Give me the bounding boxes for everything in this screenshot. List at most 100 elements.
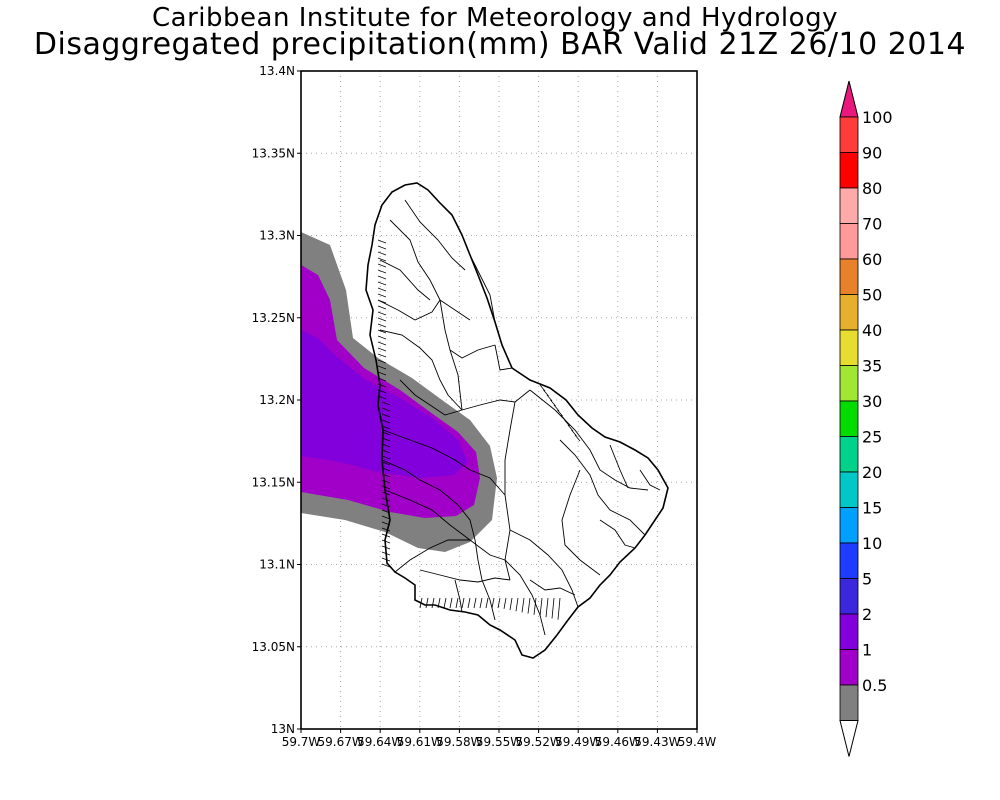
colorbar-label: 90 (862, 144, 882, 163)
colorbar-segment (839, 365, 859, 402)
coastal-stream (377, 251, 387, 256)
coastal-stream (557, 409, 563, 417)
coastal-stream (377, 353, 387, 358)
coastal-stream (539, 384, 546, 392)
coastal-stream (377, 329, 387, 334)
lon-tick-label: 59.4W (678, 735, 717, 749)
latitude-axis: 13.4N 13.35N 13.3N 13.25N 13.2N 13.15N 13.1N 13… (252, 64, 301, 736)
coastal-stream (381, 509, 391, 514)
colorbar-label: 10 (862, 534, 882, 553)
coastal-stream (381, 419, 391, 424)
colorbar-segment (839, 542, 859, 579)
colorbar-label: 2 (862, 605, 872, 624)
coastal-stream (551, 597, 555, 619)
island-coastal-streams (377, 239, 581, 620)
lon-tick-label: 59.49W (555, 735, 601, 749)
coastal-stream (381, 461, 391, 466)
coastal-stream (377, 395, 387, 400)
coastal-stream (485, 597, 489, 609)
coastal-stream (381, 473, 391, 478)
coastal-stream (377, 287, 387, 292)
lat-tick-label: 13.35N (252, 146, 295, 160)
coastal-stream (467, 597, 471, 609)
colorbar-label: 60 (862, 250, 882, 269)
colorbar-label: 1 (862, 641, 872, 660)
barbados-island (365, 182, 669, 659)
colorbar-label: 0.5 (862, 676, 887, 695)
colorbar-bottom-arrow (839, 720, 859, 757)
lon-tick-label: 59.61W (397, 735, 443, 749)
colorbar-segment (839, 187, 859, 224)
coastal-stream (545, 597, 549, 618)
coastal-stream (381, 437, 391, 442)
coastal-stream (381, 485, 391, 490)
coastal-stream (381, 407, 391, 412)
colorbar-label: 40 (862, 321, 882, 340)
lon-tick-label: 59.46W (595, 735, 641, 749)
lat-tick-label: 13.25N (252, 311, 295, 325)
coastal-stream (381, 533, 391, 538)
lat-tick-label: 13.05N (252, 640, 295, 654)
coastal-stream (381, 551, 391, 556)
coastal-stream (377, 335, 387, 340)
lon-tick-label: 59.64W (357, 735, 403, 749)
coastal-stream (377, 281, 387, 286)
coastal-stream (377, 305, 387, 310)
coastal-stream (443, 597, 447, 609)
colorbar-label: 25 (862, 428, 882, 447)
colorbar-segment (839, 613, 859, 650)
coastal-stream (509, 597, 513, 611)
colorbar-label: 70 (862, 215, 882, 234)
colorbar-segment (839, 436, 859, 473)
coastal-stream (381, 521, 391, 526)
product-title: Disaggregated precipitation(mm) BAR Vali… (33, 27, 967, 62)
island-watershed-boundaries (377, 199, 661, 636)
lat-tick-label: 13.3N (259, 229, 295, 243)
coastal-stream (539, 597, 543, 617)
coastal-stream (381, 515, 391, 520)
lon-tick-label: 59.55W (476, 735, 522, 749)
coastal-stream (381, 401, 391, 406)
colorbar-label: 15 (862, 499, 882, 518)
coastal-stream (381, 413, 391, 418)
colorbar-top-arrow (839, 80, 859, 118)
coastal-stream (571, 429, 577, 437)
colorbar-segment (839, 294, 859, 331)
coastal-stream (521, 597, 525, 613)
coastal-stream (377, 245, 387, 250)
lat-tick-label: 13N (271, 722, 295, 736)
colorbar-segment (839, 152, 859, 189)
coastal-stream (546, 394, 553, 402)
coastal-stream (557, 597, 561, 620)
coastal-stream (377, 317, 387, 322)
coastal-stream (381, 455, 391, 460)
coastal-stream (377, 371, 387, 376)
coastal-stream (497, 597, 501, 609)
coastal-stream (377, 239, 387, 244)
colorbar-segment (839, 223, 859, 260)
coastal-stream (533, 597, 537, 615)
coastal-stream (381, 491, 391, 496)
coastal-stream (377, 347, 387, 352)
lat-tick-label: 13.4N (259, 64, 295, 78)
coastal-stream (381, 443, 391, 448)
lon-tick-label: 59.7W (282, 735, 321, 749)
coastal-stream (515, 597, 519, 612)
coastal-stream (377, 257, 387, 262)
lon-tick-label: 59.67W (317, 735, 363, 749)
coastal-stream (381, 539, 391, 544)
coastal-stream (381, 557, 391, 562)
lat-tick-label: 13.15N (252, 475, 295, 489)
coastal-stream (377, 293, 387, 298)
coastal-stream (437, 597, 441, 609)
coastal-stream (479, 597, 483, 609)
coastal-stream (377, 383, 387, 388)
coastal-stream (381, 431, 391, 436)
coastal-stream (381, 503, 391, 508)
colorbar-segment (839, 400, 859, 437)
coastal-stream (377, 299, 387, 304)
coastal-stream (560, 414, 567, 422)
coastal-stream (381, 467, 391, 472)
precip-area-2mm (301, 330, 468, 478)
